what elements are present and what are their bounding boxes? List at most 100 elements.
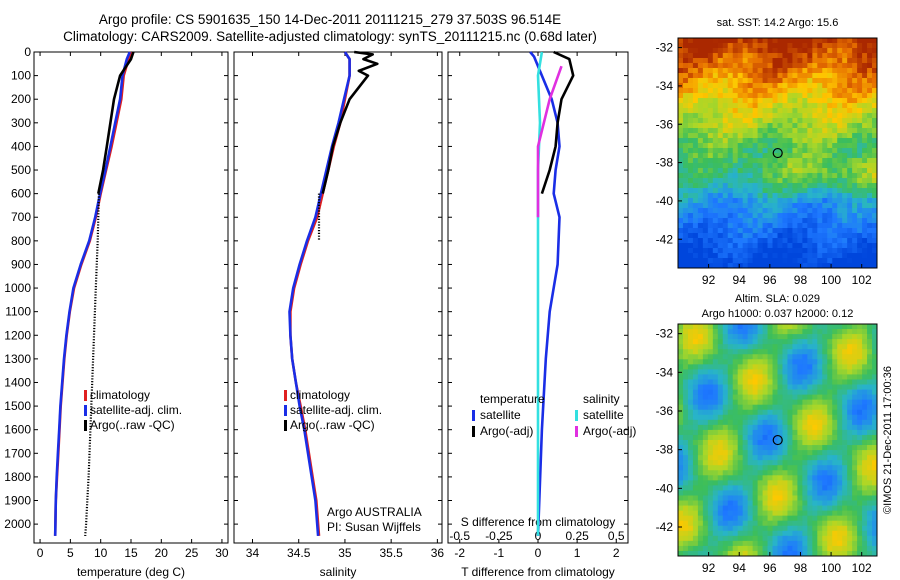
heatmap-cell [812, 248, 818, 254]
heatmap-cell [727, 510, 734, 517]
heatmap-cell [712, 364, 719, 370]
heatmap-cell [752, 63, 759, 69]
heatmap-cell [852, 143, 858, 149]
heatmap-cell [707, 550, 714, 557]
heatmap-cell [827, 394, 833, 401]
heatmap-cell [717, 404, 724, 411]
heatmap-cell [717, 329, 724, 335]
heatmap-cell [837, 248, 843, 254]
heatmap-cell [772, 525, 778, 532]
heatmap-cell [752, 540, 759, 547]
heatmap-cell [827, 68, 833, 74]
heatmap-cell [832, 450, 838, 456]
heatmap-cell [827, 359, 833, 365]
heatmap-cell [712, 258, 719, 264]
heatmap-cell [852, 394, 858, 401]
heatmap-cell [737, 550, 744, 557]
heatmap-cell [747, 480, 754, 486]
heatmap-cell [872, 545, 878, 552]
heatmap-cell [692, 414, 699, 421]
profile-panel-3: -2 -1 0 1 2T difference from climatology-0.5… [447, 50, 636, 579]
heatmap-cell [727, 374, 734, 380]
heatmap-cell [727, 253, 734, 259]
heatmap-cell [767, 510, 773, 517]
heatmap-cell [702, 173, 709, 179]
heatmap-cell [762, 198, 768, 204]
heatmap-cell [777, 113, 783, 119]
heatmap-cell [807, 520, 813, 527]
heatmap-cell [777, 133, 783, 139]
heatmap-cell [737, 525, 744, 532]
heatmap-cell [767, 389, 773, 396]
heatmap-cell [727, 495, 734, 501]
heatmap-cell [792, 409, 798, 416]
heatmap-cell [827, 550, 833, 557]
heatmap-cell [872, 465, 878, 471]
heatmap-cell [757, 344, 763, 350]
heatmap-cell [812, 218, 818, 224]
heatmap-cell [842, 58, 848, 64]
heatmap-cell [757, 334, 763, 340]
heatmap-cell [762, 193, 768, 199]
heatmap-cell [682, 133, 689, 139]
heatmap-cell [792, 414, 798, 421]
heatmap-cell [822, 198, 828, 204]
heatmap-cell [732, 384, 739, 390]
heatmap-cell [732, 73, 739, 79]
heatmap-cell [752, 193, 759, 199]
heatmap-cell [817, 440, 823, 446]
heatmap-cell [832, 349, 838, 355]
heatmap-cell [732, 480, 739, 486]
x-tick-label: 15 [124, 546, 138, 560]
heatmap-cell [782, 470, 788, 476]
heatmap-cell [862, 178, 868, 184]
heatmap-cell [767, 218, 773, 224]
heatmap-cell [782, 78, 788, 84]
heatmap-cell [852, 480, 858, 486]
heatmap-cell [697, 530, 704, 537]
heatmap-cell [722, 515, 729, 522]
heatmap-cell [822, 208, 828, 214]
heatmap-cell [757, 515, 763, 522]
heatmap-cell [692, 213, 699, 219]
heatmap-cell [867, 510, 873, 517]
heatmap-cell [712, 485, 719, 491]
heatmap-cell [702, 73, 709, 79]
heatmap-cell [732, 153, 739, 159]
heatmap-cell [692, 78, 699, 84]
heatmap-cell [822, 93, 828, 99]
heatmap-cell [712, 419, 719, 426]
heatmap-cell [742, 550, 749, 557]
heatmap-cell [692, 198, 699, 204]
heatmap-cell [757, 394, 763, 401]
heatmap-cell [807, 93, 813, 99]
heatmap-cell [757, 103, 763, 109]
heatmap-cell [727, 520, 734, 527]
heatmap-cell [802, 465, 808, 471]
heatmap-cell [797, 515, 803, 522]
heatmap-cell [692, 455, 699, 461]
heatmap-cell [757, 399, 763, 406]
heatmap-cell [802, 389, 808, 396]
heatmap-cell [817, 500, 823, 506]
heatmap-cell [678, 460, 684, 466]
heatmap-cell [737, 143, 744, 149]
heatmap-cell [682, 118, 689, 124]
heatmap-cell [702, 530, 709, 537]
heatmap-cell [782, 188, 788, 194]
heatmap-cell [737, 238, 744, 244]
heatmap-cell [682, 434, 689, 441]
heatmap-cell [772, 198, 778, 204]
heatmap-cell [707, 389, 714, 396]
heatmap-cell [682, 424, 689, 431]
heatmap-cell [872, 414, 878, 421]
heatmap-cell [697, 108, 704, 114]
heatmap-cell [712, 530, 719, 537]
heatmap-cell [852, 168, 858, 174]
heatmap-cell [787, 495, 793, 501]
heatmap-cell [827, 324, 833, 330]
heatmap-cell [777, 334, 783, 340]
heatmap-cell [732, 329, 739, 335]
heatmap-cell [712, 440, 719, 446]
heatmap-cell [787, 108, 793, 114]
